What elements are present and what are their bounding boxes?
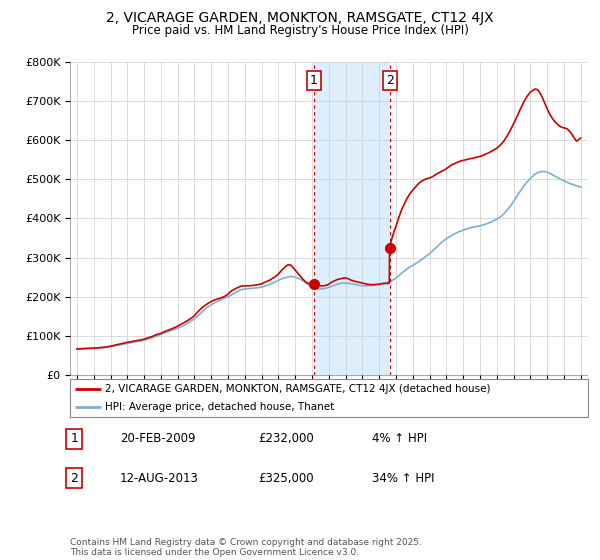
- Text: 1: 1: [310, 74, 318, 87]
- Text: Contains HM Land Registry data © Crown copyright and database right 2025.
This d: Contains HM Land Registry data © Crown c…: [70, 538, 422, 557]
- Text: 34% ↑ HPI: 34% ↑ HPI: [372, 472, 434, 484]
- Text: 2: 2: [70, 472, 78, 484]
- Text: £232,000: £232,000: [258, 432, 314, 445]
- Bar: [314, 62, 389, 375]
- Text: 20-FEB-2009: 20-FEB-2009: [120, 432, 196, 445]
- Text: 2, VICARAGE GARDEN, MONKTON, RAMSGATE, CT12 4JX (detached house): 2, VICARAGE GARDEN, MONKTON, RAMSGATE, C…: [106, 384, 491, 394]
- Text: 4% ↑ HPI: 4% ↑ HPI: [372, 432, 427, 445]
- Text: 2, VICARAGE GARDEN, MONKTON, RAMSGATE, CT12 4JX: 2, VICARAGE GARDEN, MONKTON, RAMSGATE, C…: [106, 11, 494, 25]
- Text: 12-AUG-2013: 12-AUG-2013: [120, 472, 199, 484]
- Text: HPI: Average price, detached house, Thanet: HPI: Average price, detached house, Than…: [106, 402, 335, 412]
- Text: 2: 2: [386, 74, 394, 87]
- Text: Price paid vs. HM Land Registry's House Price Index (HPI): Price paid vs. HM Land Registry's House …: [131, 24, 469, 36]
- Text: £325,000: £325,000: [258, 472, 314, 484]
- Text: 1: 1: [70, 432, 78, 445]
